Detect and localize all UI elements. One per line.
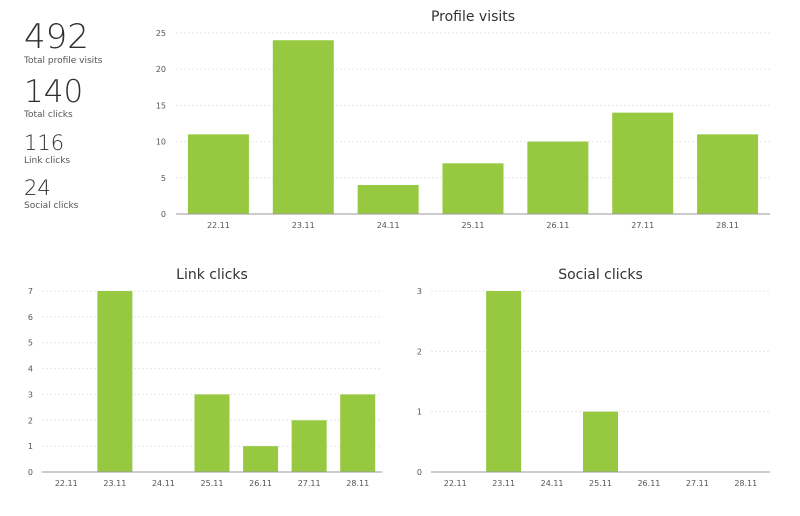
stat-value: 492 <box>24 17 89 57</box>
y-tick-label: 2 <box>28 416 33 425</box>
stat-label: Total clicks <box>24 110 73 120</box>
y-tick-label: 1 <box>28 442 33 451</box>
bar-24.11 <box>357 185 419 214</box>
stat-label: Link clicks <box>24 156 71 166</box>
stat-value: 24 <box>24 176 51 200</box>
chart-title: Link clicks <box>176 267 248 283</box>
stat-total-clicks: 140 Total clicks <box>24 74 84 121</box>
y-tick-label: 0 <box>417 468 422 477</box>
bar-27.11 <box>291 420 327 472</box>
bar-27.11 <box>612 112 674 214</box>
y-tick-label: 7 <box>28 287 33 296</box>
y-tick-label: 25 <box>156 29 166 38</box>
y-tick-label: 3 <box>417 287 422 296</box>
x-tick-label: 28.11 <box>734 479 757 488</box>
y-tick-label: 6 <box>28 313 33 322</box>
x-tick-label: 26.11 <box>249 479 272 488</box>
stat-value: 140 <box>24 74 84 110</box>
y-tick-label: 3 <box>28 390 33 399</box>
bar-25.11 <box>442 163 504 214</box>
y-tick-label: 5 <box>28 339 33 348</box>
y-tick-label: 5 <box>161 174 166 183</box>
chart-title: Social clicks <box>558 267 643 283</box>
x-tick-label: 25.11 <box>589 479 612 488</box>
x-tick-label: 25.11 <box>201 479 224 488</box>
x-tick-label: 27.11 <box>298 479 321 488</box>
x-tick-label: 22.11 <box>55 479 78 488</box>
stat-label: Total profile visits <box>24 56 103 66</box>
stat-value: 116 <box>24 131 65 155</box>
stat-label: Social clicks <box>24 201 79 211</box>
x-tick-label: 28.11 <box>716 221 739 230</box>
x-tick-label: 24.11 <box>152 479 175 488</box>
chart-link-clicks: Link clicks 0 1 2 3 4 5 6 7 22.11 23.11 24.11 25.11 2… <box>28 267 382 488</box>
chart-profile-visits: Profile visits 0 5 10 15 20 25 22.11 23.11 24.11 2… <box>156 9 770 230</box>
y-tick-label: 15 <box>156 101 166 110</box>
y-tick-label: 20 <box>156 65 166 74</box>
y-tick-label: 2 <box>417 347 422 356</box>
chart-title: Profile visits <box>431 9 515 25</box>
y-tick-label: 10 <box>156 138 166 147</box>
x-tick-label: 22.11 <box>444 479 467 488</box>
stat-total-profile-visits: 492 Total profile visits <box>24 20 102 66</box>
y-tick-label: 1 <box>417 408 422 417</box>
x-tick-label: 26.11 <box>546 221 569 230</box>
bar-26.11 <box>243 446 279 472</box>
y-tick-label: 0 <box>161 210 166 219</box>
bar-23.11 <box>486 291 522 472</box>
x-tick-label: 22.11 <box>207 221 230 230</box>
bar-26.11 <box>527 141 589 214</box>
bar-23.11 <box>272 40 334 214</box>
x-tick-label: 23.11 <box>292 221 315 230</box>
bar-25.11 <box>583 411 618 472</box>
bar-28.11 <box>697 134 759 214</box>
y-tick-label: 0 <box>28 468 33 477</box>
x-tick-label: 23.11 <box>103 479 126 488</box>
stat-social-clicks: 24 Social clicks <box>24 176 79 212</box>
bar-28.11 <box>340 394 376 472</box>
bar-22.11 <box>187 134 249 214</box>
x-tick-label: 27.11 <box>631 221 654 230</box>
x-tick-label: 23.11 <box>492 479 515 488</box>
x-tick-label: 28.11 <box>346 479 369 488</box>
y-tick-label: 4 <box>28 365 33 374</box>
x-tick-label: 24.11 <box>541 479 564 488</box>
x-tick-label: 25.11 <box>462 221 485 230</box>
bar-25.11 <box>194 394 230 472</box>
x-tick-label: 26.11 <box>637 479 660 488</box>
bar-23.11 <box>97 291 133 472</box>
chart-social-clicks: Social clicks 0 1 2 3 22.11 23.11 24.11 25.11 26.… <box>417 267 770 488</box>
x-tick-label: 27.11 <box>686 479 709 488</box>
x-tick-label: 24.11 <box>377 221 400 230</box>
stat-link-clicks: 116 Link clicks <box>24 131 71 167</box>
